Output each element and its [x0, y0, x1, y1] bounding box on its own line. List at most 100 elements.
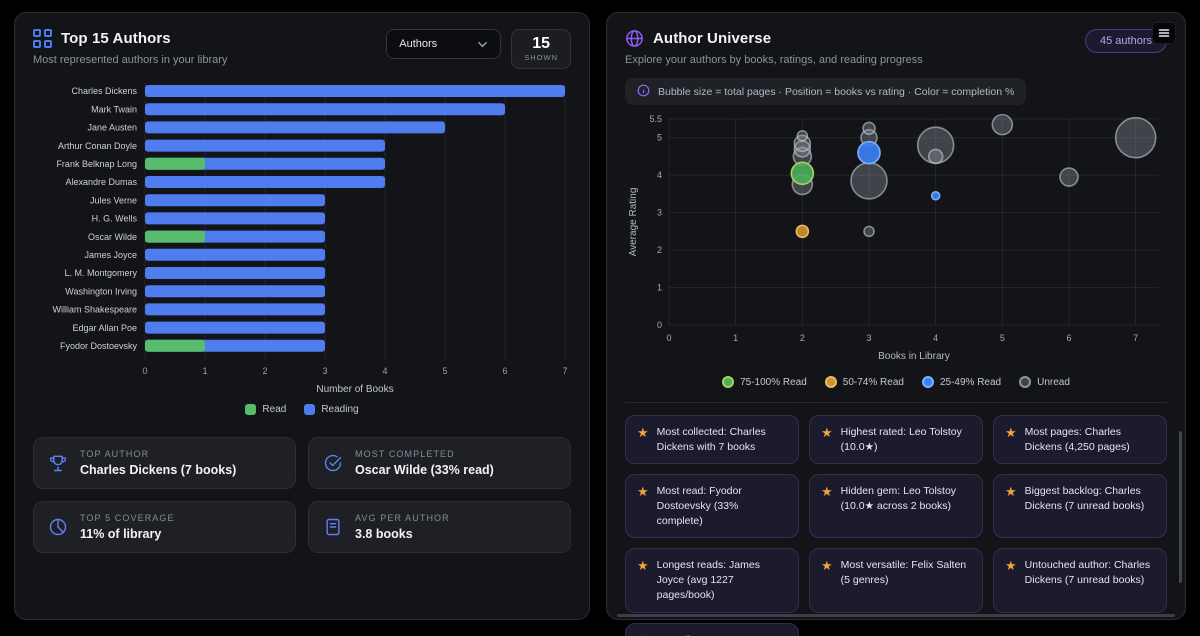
y-tick: 4 [657, 170, 662, 180]
bar-label: Fyodor Dostoevsky [60, 341, 138, 351]
bar-reading[interactable] [145, 285, 325, 298]
bar-reading[interactable] [145, 194, 325, 207]
bar-label: Arthur Conan Doyle [58, 141, 137, 151]
bar-reading[interactable] [145, 303, 325, 316]
legend-item: Unread [1019, 376, 1070, 388]
menu-button[interactable] [1152, 22, 1176, 44]
author-universe-panel: Author Universe Explore your authors by … [606, 12, 1186, 636]
authors-dropdown[interactable]: Authors [386, 29, 502, 59]
insight-text: Biggest backlog: Charles Dickens (7 unre… [1024, 485, 1145, 513]
bubble[interactable] [991, 113, 1014, 136]
stat-label: AVG PER AUTHOR [355, 513, 450, 524]
bar-reading[interactable] [145, 249, 325, 262]
y-tick: 0 [657, 320, 662, 330]
legend-item: 75-100% Read [722, 376, 807, 388]
insight-text: Longest reads: James Joyce (avg 1227 pag… [656, 559, 760, 601]
bubble[interactable] [796, 130, 809, 142]
bar-reading[interactable] [145, 321, 325, 334]
insight-card: ★ Longest reads: James Joyce (avg 1227 pa… [625, 548, 799, 613]
bubble[interactable] [795, 224, 810, 239]
bar-reading[interactable] [145, 139, 385, 152]
x-tick: 7 [562, 366, 567, 376]
legend-label: Unread [1037, 376, 1070, 388]
bar-label: L. M. Montgomery [64, 269, 137, 279]
bubble[interactable] [930, 190, 941, 201]
bar-reading[interactable] [145, 85, 565, 98]
x-tick: 5 [442, 366, 447, 376]
legend-item: Read [245, 404, 287, 416]
legend-label: 25-49% Read [939, 376, 1002, 388]
info-icon [637, 84, 650, 99]
insights-grid: ★ Most collected: Charles Dickens with 7 … [625, 415, 1167, 636]
bar-chart-svg: 0 1 2 3 4 5 6 7 Charles Dickens Mark Twain Jane Au… [52, 83, 568, 395]
vertical-scrollbar[interactable] [1179, 431, 1182, 583]
bar-read[interactable] [145, 158, 205, 171]
bubble[interactable] [790, 161, 815, 186]
bar-label: Jane Austen [87, 123, 137, 133]
legend-label: Read [262, 404, 287, 416]
bar-reading[interactable] [145, 176, 385, 189]
check-circle-icon [323, 453, 343, 473]
legend-item: Reading [304, 404, 359, 416]
stat-card: MOST COMPLETED Oscar Wilde (33% read) [308, 437, 571, 490]
bubble-chart-svg: 0 1 2 3 4 5 5.5 0 1 2 3 4 5 6 7 Average Rating Books in … [628, 113, 1159, 362]
insight-text: Hidden gem: Leo Tolstoy (10.0★ across 2 … [840, 485, 957, 513]
x-tick: 7 [1133, 333, 1138, 343]
legend-swatch [1019, 376, 1032, 388]
bar-label: James Joyce [84, 250, 137, 260]
legend-swatch [824, 376, 837, 388]
legend-swatch [245, 404, 257, 416]
bar-label: Jules Verne [90, 196, 137, 206]
bar-label: Oscar Wilde [88, 232, 137, 242]
bar-reading[interactable] [145, 267, 325, 280]
insight-card: ★ Most versatile: Felix Salten (5 genres) [809, 548, 983, 613]
panel-subtitle: Explore your authors by books, ratings, … [625, 54, 923, 66]
bubble[interactable] [857, 140, 881, 165]
bar-read[interactable] [145, 230, 205, 243]
book-icon [323, 517, 343, 537]
x-tick: 4 [382, 366, 387, 376]
globe-icon [625, 29, 644, 48]
insight-card: ★ Most read: Fyodor Dostoevsky (33% compl… [625, 474, 799, 539]
stat-value: 11% of library [80, 527, 162, 542]
horizontal-scrollbar[interactable] [617, 614, 1175, 617]
page-title: Author Universe [653, 30, 772, 47]
bar-label: William Shakespeare [52, 305, 137, 315]
chevron-down-icon [477, 39, 488, 50]
top-authors-panel: Top 15 Authors Most represented authors … [14, 12, 590, 620]
star-icon: ★ [1005, 425, 1017, 440]
bar-reading[interactable] [145, 121, 445, 134]
bar-reading[interactable] [145, 103, 505, 116]
x-axis-label: Number of Books [316, 384, 393, 395]
legend-item: 50-74% Read [824, 376, 904, 388]
star-icon: ★ [1005, 558, 1017, 574]
bubble[interactable] [850, 162, 888, 200]
shown-badge: 15 SHOWN [511, 29, 571, 70]
y-tick: 1 [657, 283, 662, 293]
legend-label: 75-100% Read [740, 376, 807, 388]
insight-card: ★ Untouched author: Charles Dickens (7 un… [993, 548, 1167, 613]
bar-reading[interactable] [145, 212, 325, 225]
insight-text: Overall progress: 7% pages read across a… [657, 633, 787, 636]
stat-value: 3.8 books [355, 527, 413, 542]
bubble[interactable] [927, 148, 944, 165]
stat-value: Oscar Wilde (33% read) [355, 463, 494, 478]
bubble[interactable] [862, 121, 876, 136]
info-note: Bubble size = total pages · Position = b… [658, 85, 1015, 98]
star-icon: ★ [821, 484, 833, 500]
stat-value: Charles Dickens (7 books) [80, 463, 237, 478]
insight-card: ★ Hidden gem: Leo Tolstoy (10.0★ across 2… [809, 474, 983, 539]
insight-text: Highest rated: Leo Tolstoy (10.0★) [840, 426, 962, 453]
bar-read[interactable] [145, 340, 205, 353]
legend-label: 50-74% Read [842, 376, 904, 388]
y-tick: 5.5 [649, 114, 662, 124]
bar-label: Frank Belknap Long [56, 159, 137, 169]
bubble[interactable] [1114, 116, 1157, 159]
bar-chart-legend: Read Reading [33, 404, 571, 416]
x-tick: 1 [202, 366, 207, 376]
star-icon: ★ [637, 633, 649, 636]
insight-text: Most collected: Charles Dickens with 7 b… [656, 426, 766, 453]
x-tick: 3 [866, 333, 871, 343]
bubble[interactable] [863, 225, 875, 238]
bubble[interactable] [1059, 167, 1079, 187]
